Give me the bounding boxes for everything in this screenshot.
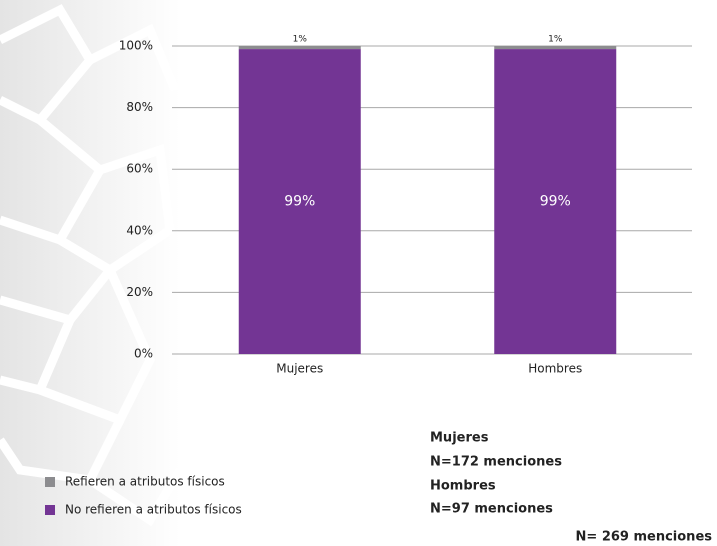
y-tick-label: 60% — [126, 162, 153, 176]
legend: Refieren a atributos físicos No refieren … — [45, 475, 242, 517]
value-label: 99% — [284, 194, 315, 210]
value-label: 99% — [540, 194, 571, 210]
background-pattern — [0, 0, 184, 546]
annotation: N=172 menciones — [430, 455, 562, 470]
legend-swatch — [45, 505, 55, 515]
value-label: 1% — [293, 35, 308, 45]
annotation: N=97 menciones — [430, 502, 553, 517]
bar-segment — [238, 49, 361, 355]
y-tick-label: 40% — [126, 223, 153, 237]
y-tick-label: 100% — [119, 39, 153, 53]
y-tick-label: 0% — [134, 347, 153, 361]
bar-segment — [238, 46, 361, 50]
value-label: 1% — [548, 35, 563, 45]
y-tick-label: 80% — [126, 100, 153, 114]
legend-label: Refieren a atributos físicos — [65, 475, 225, 489]
annotation: N= 269 menciones — [576, 530, 713, 545]
legend-swatch — [45, 477, 55, 487]
legend-label: No refieren a atributos físicos — [65, 503, 242, 517]
annotation: Hombres — [430, 479, 496, 494]
y-tick-label: 20% — [126, 285, 153, 299]
bar-segment — [494, 46, 617, 50]
bar-segment — [494, 49, 617, 355]
x-tick-label: Mujeres — [276, 362, 323, 376]
x-tick-label: Hombres — [528, 362, 582, 376]
annotation: Mujeres — [430, 431, 489, 446]
